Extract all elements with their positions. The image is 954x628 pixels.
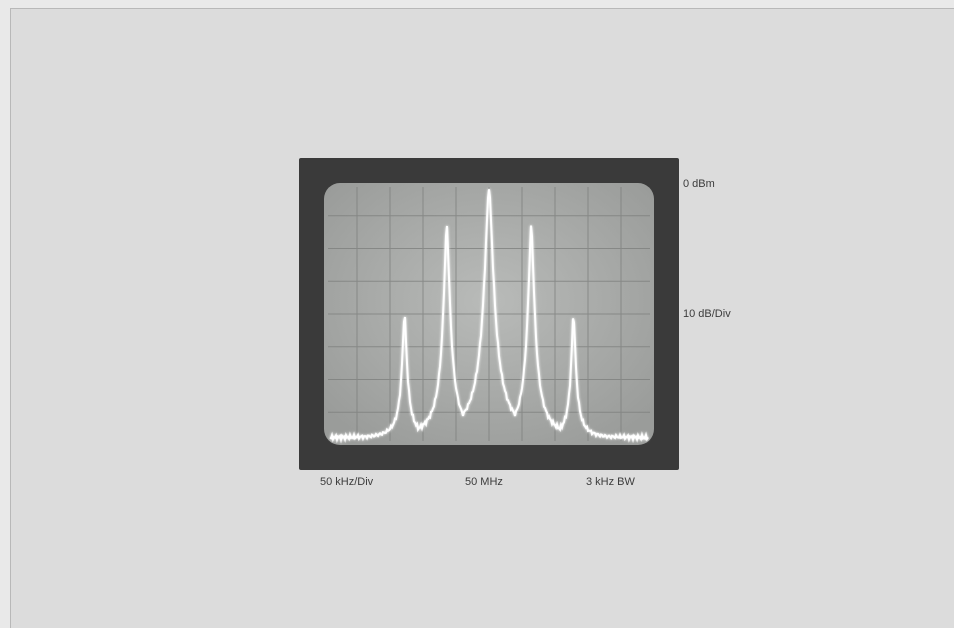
vertical-scale-label: 10 dB/Div: [683, 308, 731, 320]
bandwidth-label: 3 kHz BW: [586, 476, 635, 488]
reference-level-label: 0 dBm: [683, 178, 715, 190]
center-frequency-label: 50 MHz: [465, 476, 503, 488]
horizontal-scale-label: 50 kHz/Div: [320, 476, 374, 488]
graticule: [328, 187, 650, 441]
spectrum-trace: [329, 189, 649, 444]
